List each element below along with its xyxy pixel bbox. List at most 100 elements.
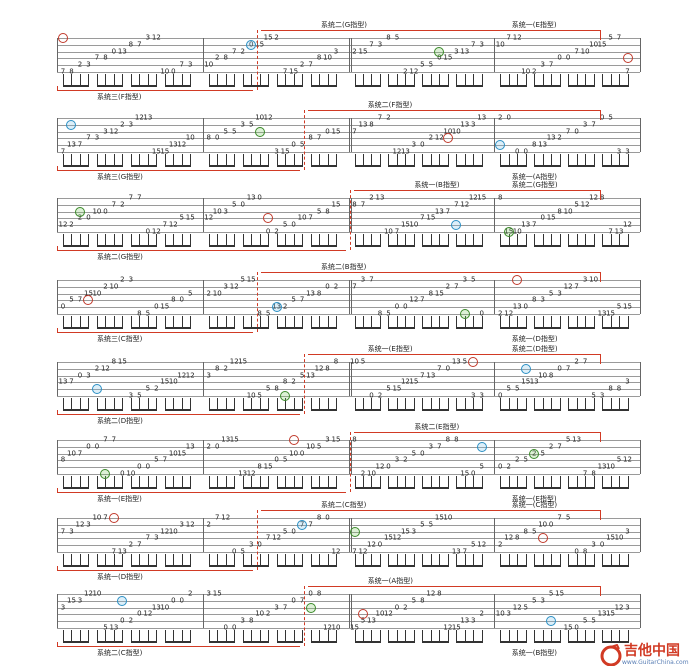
- note-stem: [63, 154, 64, 166]
- barline: [640, 280, 641, 314]
- note-stem: [71, 234, 73, 246]
- fret-number: 5: [591, 391, 596, 400]
- note-stem: [396, 554, 398, 566]
- fret-number: 5: [428, 60, 434, 69]
- note-beam: [310, 165, 338, 167]
- note-stem: [439, 74, 441, 86]
- note-stem: [113, 554, 115, 566]
- note-stem: [422, 398, 424, 410]
- note-beam: [602, 327, 629, 329]
- note-beam: [310, 245, 338, 247]
- position-label: 系统二(B指型): [321, 263, 367, 271]
- fret-number: 13: [538, 140, 548, 149]
- fret-number: 12: [229, 357, 239, 366]
- note-stem: [147, 476, 149, 488]
- note-stem: [500, 630, 502, 642]
- note-stem: [464, 476, 466, 488]
- fret-number: 8: [531, 140, 537, 149]
- note-stem: [396, 234, 398, 246]
- fret-number: 13: [546, 133, 556, 142]
- note-stem: [259, 316, 261, 328]
- fret-number: 7: [308, 213, 313, 222]
- note-beam: [500, 565, 527, 567]
- note-stem: [181, 630, 183, 642]
- barline: [57, 198, 58, 232]
- note-stem: [593, 630, 595, 642]
- fret-number: 7: [565, 127, 571, 136]
- fret-number: 3: [179, 520, 185, 529]
- note-stem: [354, 154, 356, 166]
- root-note-circle: [622, 53, 633, 64]
- note-beam: [602, 487, 629, 489]
- fret-number: 3: [540, 596, 545, 605]
- fret-number: 0: [265, 227, 271, 236]
- fret-number: 12: [323, 623, 332, 632]
- fret-number: 8: [69, 67, 74, 76]
- note-beam: [534, 641, 561, 643]
- note-stem: [456, 554, 458, 566]
- note-stem: [602, 316, 604, 328]
- fret-number: 10: [451, 127, 461, 136]
- note-stem: [388, 316, 390, 328]
- note-stem: [173, 476, 175, 488]
- fret-number: 3: [582, 120, 588, 129]
- fret-number: 8: [386, 33, 391, 42]
- fret-number: 12: [221, 513, 231, 522]
- fret-number: 10: [297, 213, 307, 222]
- note-stem: [251, 554, 253, 566]
- note-stem: [139, 234, 141, 246]
- fret-number: 12: [185, 520, 195, 529]
- fret-number: 8: [582, 547, 588, 556]
- note-stem: [122, 234, 124, 246]
- fret-number: 10: [185, 133, 195, 142]
- fret-number: 0: [420, 449, 425, 458]
- note-stem: [242, 554, 244, 566]
- note-stem: [319, 74, 321, 86]
- note-beam: [500, 85, 527, 87]
- fret-number: 3: [377, 40, 383, 49]
- note-stem: [310, 154, 312, 166]
- fret-number: 13: [58, 377, 68, 386]
- fret-number: 2: [206, 442, 211, 451]
- note-stem: [234, 554, 236, 566]
- note-stem: [208, 398, 210, 410]
- fret-number: 7: [471, 40, 476, 49]
- note-stem: [327, 630, 329, 642]
- position-bracket: [261, 30, 600, 31]
- note-stem: [593, 316, 595, 328]
- note-stem: [354, 398, 356, 410]
- fret-number: 12: [434, 133, 444, 142]
- fret-number: 0: [111, 47, 117, 56]
- fret-number: 7: [86, 133, 91, 142]
- fret-number: 12: [75, 520, 85, 529]
- note-stem: [379, 316, 381, 328]
- note-stem: [473, 316, 475, 328]
- fret-number: 12: [623, 455, 632, 464]
- note-stem: [327, 316, 329, 328]
- note-stem: [627, 630, 629, 642]
- fret-number: 7: [103, 513, 108, 522]
- position-label: 系统二(D指型): [511, 345, 558, 353]
- note-stem: [122, 154, 124, 166]
- fret-number: 2: [291, 377, 296, 386]
- fret-number: 2: [94, 364, 100, 373]
- fret-number: 0: [403, 302, 408, 311]
- tab-staff: 8 10 7 0 0 7 7 0 10 0 0 5 7 10 15 13 2 0 13 15 13 12 8 15 0 5 10 0 1…: [57, 435, 641, 489]
- note-stem: [517, 316, 519, 328]
- root-note-circle: [66, 119, 77, 130]
- fret-number: 10: [92, 589, 102, 598]
- fret-number: 7: [145, 533, 151, 542]
- fret-number: 7: [282, 603, 288, 612]
- barline: [494, 440, 496, 474]
- note-beam: [130, 165, 158, 167]
- note-beam: [422, 245, 449, 247]
- position-label: 系统一(D指型): [97, 573, 143, 581]
- note-stem: [63, 398, 64, 410]
- note-stem: [259, 74, 261, 86]
- note-stem: [234, 74, 236, 86]
- root-note-circle: [280, 391, 291, 401]
- note-stem: [551, 398, 553, 410]
- fret-number: 5: [616, 302, 622, 311]
- fret-number: 3: [582, 275, 588, 284]
- note-stem: [413, 554, 415, 566]
